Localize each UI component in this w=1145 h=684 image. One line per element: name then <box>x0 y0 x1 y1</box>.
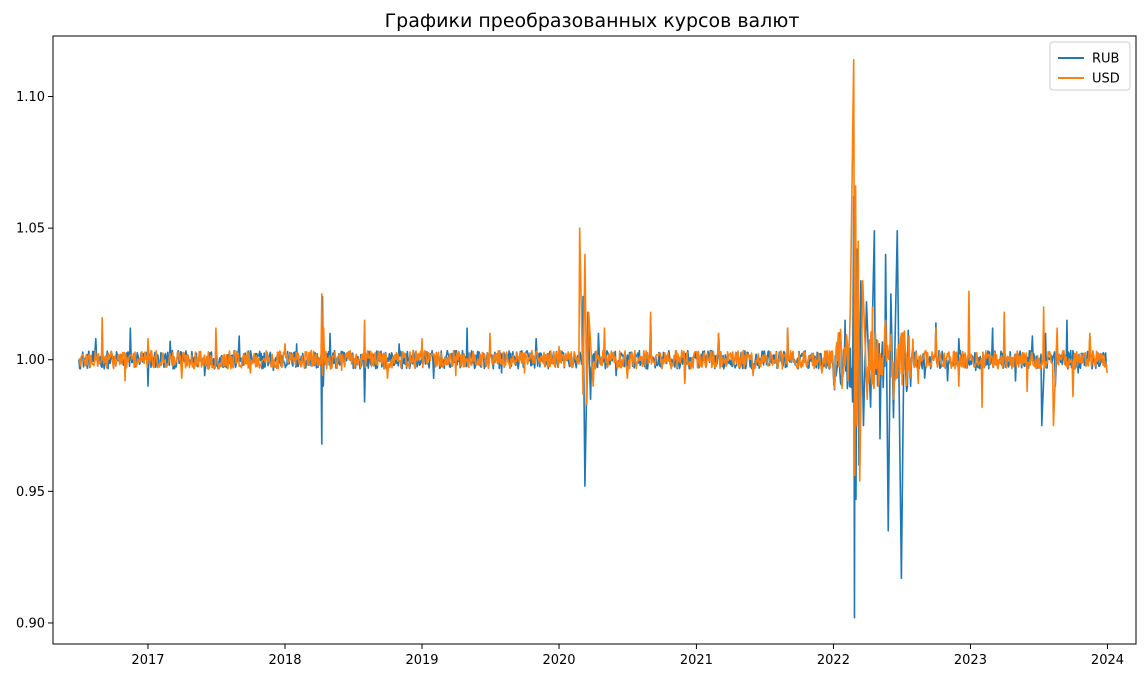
legend-label-rub: RUB <box>1092 52 1119 67</box>
y-tick-label: 1.00 <box>16 353 45 368</box>
series-line-usd <box>78 58 1108 482</box>
series-line-rub <box>78 195 1108 619</box>
x-tick-label: 2021 <box>680 653 713 668</box>
chart-title: Графики преобразованных курсов валют <box>385 10 800 32</box>
axes-frame <box>52 35 1137 645</box>
y-axis: 0.90 0.95 1.00 1.05 1.10 <box>16 90 53 631</box>
y-tick-label: 0.95 <box>16 485 45 500</box>
x-axis: 2017 2018 2019 2020 2021 2022 2023 2024 <box>131 644 1124 668</box>
x-tick-label: 2023 <box>954 653 987 668</box>
y-tick-label: 0.90 <box>16 616 45 631</box>
y-tick-label: 1.10 <box>16 90 45 105</box>
x-tick-label: 2024 <box>1091 653 1124 668</box>
x-tick-label: 2017 <box>131 653 164 668</box>
legend-label-usd: USD <box>1092 72 1120 87</box>
legend: RUB USD <box>1049 41 1131 91</box>
x-tick-label: 2022 <box>817 653 850 668</box>
y-tick-label: 1.05 <box>16 222 45 237</box>
series-layer <box>78 58 1108 619</box>
x-tick-label: 2019 <box>405 653 438 668</box>
x-tick-label: 2020 <box>542 653 575 668</box>
x-tick-label: 2018 <box>268 653 301 668</box>
